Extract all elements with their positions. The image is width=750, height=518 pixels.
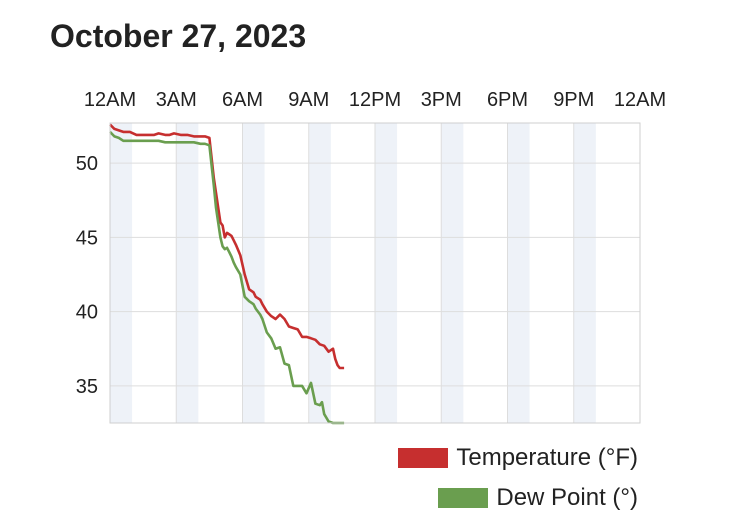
time-band	[242, 123, 265, 423]
time-band	[110, 123, 133, 423]
x-tick-label: 9AM	[288, 89, 329, 111]
legend-item-temperature[interactable]: Temperature (°F)	[398, 444, 638, 472]
time-band	[176, 123, 199, 423]
y-tick-label: 35	[76, 376, 98, 398]
time-bands	[110, 123, 596, 423]
time-band	[573, 123, 596, 423]
series-lines	[109, 123, 345, 425]
x-tick-label: 6AM	[222, 89, 263, 111]
legend-swatch-dew-point	[438, 488, 489, 508]
time-band	[507, 123, 530, 423]
legend-swatch-temperature	[398, 448, 449, 468]
time-band	[375, 123, 398, 423]
y-axis-ticks: 35 40 45 50	[76, 153, 98, 398]
x-tick-label: 9PM	[553, 89, 594, 111]
time-band	[308, 123, 331, 423]
y-tick-label: 40	[76, 302, 98, 324]
x-tick-label: 3AM	[156, 89, 197, 111]
legend-item-dew-point[interactable]: Dew Point (°)	[438, 484, 638, 512]
dew-point-line	[109, 130, 345, 425]
y-tick-label: 50	[76, 153, 98, 175]
temperature-line	[109, 123, 345, 370]
x-tick-label: 12AM	[84, 89, 136, 111]
x-axis-ticks: 12AM 3AM 6AM 9AM 12PM 3PM 6PM 9PM 12AM	[84, 89, 666, 111]
time-band	[441, 123, 464, 423]
legend-label-dew-point: Dew Point (°)	[496, 484, 638, 511]
x-tick-label: 3PM	[421, 89, 462, 111]
y-tick-label: 45	[76, 227, 98, 249]
x-tick-label: 12AM	[614, 89, 666, 111]
page-title: October 27, 2023	[50, 18, 307, 54]
legend-label-temperature: Temperature (°F)	[456, 444, 638, 471]
x-tick-label: 6PM	[487, 89, 528, 111]
x-tick-label: 12PM	[349, 89, 401, 111]
plot-frame	[109, 122, 641, 424]
